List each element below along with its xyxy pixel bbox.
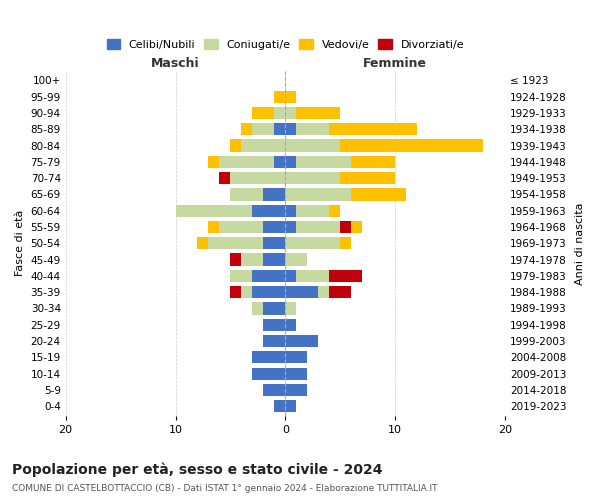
Bar [286,107,296,119]
Bar [286,302,296,314]
Bar [263,254,286,266]
Bar [296,107,340,119]
Bar [286,335,319,347]
Bar [263,318,286,331]
Bar [286,368,307,380]
Bar [319,286,329,298]
Bar [274,400,286,412]
Bar [274,90,286,103]
Bar [286,188,351,200]
Bar [263,302,286,314]
Bar [220,221,263,233]
Bar [351,156,395,168]
Bar [296,123,329,136]
Bar [286,400,296,412]
Bar [329,286,351,298]
Bar [274,123,286,136]
Bar [241,254,263,266]
Bar [197,237,208,250]
Bar [351,221,362,233]
Bar [253,270,286,282]
Bar [296,221,340,233]
Bar [274,107,286,119]
Bar [286,237,340,250]
Text: COMUNE DI CASTELBOTTACCIO (CB) - Dati ISTAT 1° gennaio 2024 - Elaborazione TUTTI: COMUNE DI CASTELBOTTACCIO (CB) - Dati IS… [12,484,437,493]
Bar [286,384,307,396]
Bar [340,221,351,233]
Bar [230,140,241,151]
Bar [286,156,296,168]
Bar [340,237,351,250]
Bar [230,188,263,200]
Bar [263,335,286,347]
Bar [208,237,263,250]
Bar [329,123,417,136]
Bar [230,270,253,282]
Bar [286,351,307,364]
Bar [241,286,253,298]
Bar [263,188,286,200]
Bar [208,156,220,168]
Bar [296,204,329,217]
Bar [286,318,296,331]
Bar [286,270,296,282]
Bar [230,286,241,298]
Bar [329,204,340,217]
Bar [263,384,286,396]
Bar [253,286,286,298]
Bar [220,172,230,184]
Text: Femmine: Femmine [363,57,427,70]
Y-axis label: Fasce di età: Fasce di età [15,210,25,276]
Bar [208,221,220,233]
Bar [253,368,286,380]
Legend: Celibi/Nubili, Coniugati/e, Vedovi/e, Divorziati/e: Celibi/Nubili, Coniugati/e, Vedovi/e, Di… [102,35,469,54]
Bar [286,286,319,298]
Bar [263,221,286,233]
Y-axis label: Anni di nascita: Anni di nascita [575,202,585,284]
Bar [253,107,274,119]
Bar [286,254,307,266]
Bar [241,123,253,136]
Bar [263,237,286,250]
Bar [296,156,351,168]
Bar [253,302,263,314]
Text: Popolazione per età, sesso e stato civile - 2024: Popolazione per età, sesso e stato civil… [12,462,383,477]
Bar [286,221,296,233]
Text: Maschi: Maschi [151,57,200,70]
Bar [340,172,395,184]
Bar [230,172,286,184]
Bar [340,140,483,151]
Bar [351,188,406,200]
Bar [296,270,329,282]
Bar [220,156,274,168]
Bar [230,254,241,266]
Bar [176,204,253,217]
Bar [241,140,286,151]
Bar [286,90,296,103]
Bar [253,351,286,364]
Bar [286,123,296,136]
Bar [329,270,362,282]
Bar [286,204,296,217]
Bar [274,156,286,168]
Bar [253,204,286,217]
Bar [286,140,340,151]
Bar [253,123,274,136]
Bar [286,172,340,184]
